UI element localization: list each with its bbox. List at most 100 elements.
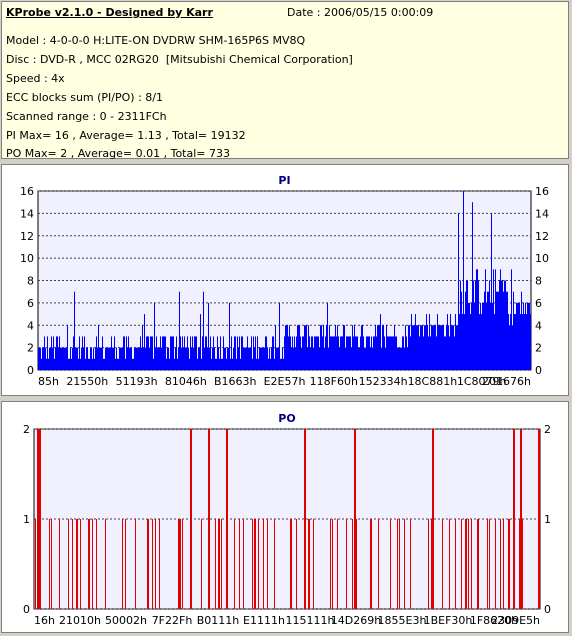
pi-bar xyxy=(412,325,413,370)
pi-bar xyxy=(364,347,365,370)
pi-bar xyxy=(123,336,124,370)
pi-bar xyxy=(508,314,509,370)
pi-chart-panel: PI 0 0 2 2 4 4 6 6 8 8 10 10 12 12 14 14 16 16 85h 21550h 511… xyxy=(1,164,569,396)
pi-bar xyxy=(265,336,266,370)
pi-bar xyxy=(83,347,84,370)
pi-bar xyxy=(419,336,420,370)
pi-bar xyxy=(206,336,207,370)
pi-bar xyxy=(440,325,441,370)
pi-bar xyxy=(358,347,359,370)
pi-bar xyxy=(334,336,335,370)
pi-bar xyxy=(158,347,159,370)
pi-bar xyxy=(147,336,148,370)
pi-bar xyxy=(444,336,445,370)
pi-bar xyxy=(166,358,167,370)
pi-bar xyxy=(258,358,259,370)
pi-bar xyxy=(413,325,414,370)
pi-bar xyxy=(230,358,231,370)
x-tick-label: 7F22Fh xyxy=(152,614,193,627)
pi-bar xyxy=(425,325,426,370)
pi-bar xyxy=(342,336,343,370)
pi-bar xyxy=(124,336,125,370)
pi-bar xyxy=(259,347,260,370)
po-bar xyxy=(410,519,411,609)
pi-bar xyxy=(57,336,58,370)
po-bar xyxy=(226,429,228,609)
po-bar xyxy=(330,519,331,609)
po-bar xyxy=(309,519,310,609)
pi-bar xyxy=(184,336,185,370)
pi-bar xyxy=(133,358,134,370)
pi-bar xyxy=(125,358,126,370)
pi-bar xyxy=(493,269,494,370)
pi-bar xyxy=(420,325,421,370)
pi-bar xyxy=(320,325,321,370)
pi-bar xyxy=(339,347,340,370)
po-bar xyxy=(221,519,222,609)
pi-bar xyxy=(84,336,85,370)
pi-bar xyxy=(191,347,192,370)
pi-bar xyxy=(463,191,464,370)
pi-bar xyxy=(459,314,460,370)
pi-bar xyxy=(428,336,429,370)
po-bar xyxy=(508,519,509,609)
pi-bar xyxy=(142,325,143,370)
pi-bar xyxy=(391,336,392,370)
y-tick-label-left: 0 xyxy=(23,603,30,616)
x-tick-label: 81046h xyxy=(165,375,207,388)
pi-bar xyxy=(461,291,462,370)
pi-bar xyxy=(88,358,89,370)
pi-bar xyxy=(322,336,323,370)
pi-bar xyxy=(452,325,453,370)
pi-bar xyxy=(519,302,520,370)
pi-bar xyxy=(469,302,470,370)
po-bar xyxy=(465,519,466,609)
pi-bar xyxy=(45,347,46,370)
pi-bar xyxy=(234,336,235,370)
po-bar xyxy=(332,519,333,609)
po-bar xyxy=(442,519,443,609)
pi-bar xyxy=(308,325,309,370)
pi-bar xyxy=(356,336,357,370)
po-bar xyxy=(239,519,240,609)
pi-bar xyxy=(151,336,152,370)
po-bar xyxy=(80,519,81,609)
pi-bar xyxy=(156,336,157,370)
pi-bar xyxy=(433,325,434,370)
pi-bar xyxy=(239,336,240,370)
pi-bar xyxy=(509,325,510,370)
pi-bar xyxy=(139,347,140,370)
pi-bar xyxy=(273,336,274,370)
pi-bar xyxy=(403,336,404,370)
po-bar xyxy=(182,519,183,609)
po-bar xyxy=(478,519,479,609)
pi-bar xyxy=(523,302,524,370)
po-bar xyxy=(356,519,357,609)
po-bar xyxy=(346,519,347,609)
pi-bar xyxy=(503,291,504,370)
pi-bar xyxy=(107,347,108,370)
pi-bar xyxy=(474,302,475,370)
pi-bar xyxy=(279,302,280,370)
y-tick-label-right: 6 xyxy=(535,297,542,310)
pi-bar xyxy=(421,325,422,370)
po-bar xyxy=(378,519,379,609)
pi-bar xyxy=(301,347,302,370)
pi-bar xyxy=(209,347,210,370)
pi-bar xyxy=(81,347,82,370)
pi-bar xyxy=(95,347,96,370)
po-bar xyxy=(489,519,490,609)
pi-bar xyxy=(101,347,102,370)
po-bar xyxy=(304,429,306,609)
pi-bar xyxy=(112,347,113,370)
pi-bar xyxy=(404,347,405,370)
pi-bar xyxy=(167,347,168,370)
pi-bar xyxy=(241,336,242,370)
x-tick-label: 118F60h xyxy=(310,375,358,388)
pi-bar xyxy=(93,347,94,370)
scan-date: Date : 2006/05/15 0:00:09 xyxy=(287,6,434,19)
pi-bar xyxy=(464,314,465,370)
pi-bar xyxy=(427,325,428,370)
pi-bar xyxy=(521,291,522,370)
pi-bar xyxy=(182,336,183,370)
